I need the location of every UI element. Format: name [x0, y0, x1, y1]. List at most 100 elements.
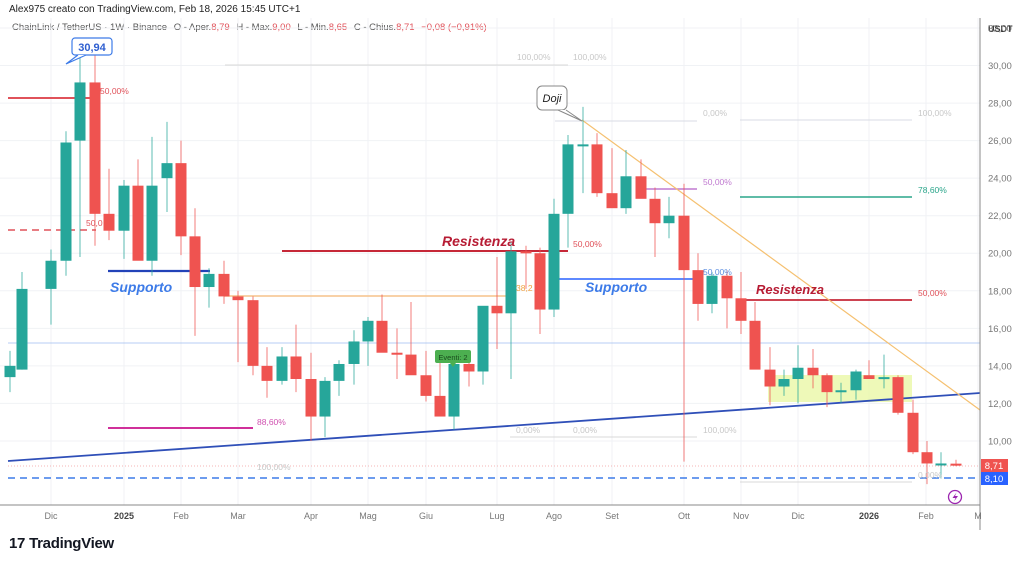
candle [792, 345, 804, 404]
candle [276, 347, 288, 385]
price-tick-label: 12,00 [988, 399, 1012, 410]
candle [132, 159, 144, 261]
tradingview-logo-text: TradingView [29, 535, 114, 552]
last-price-badge: 8,71 [981, 459, 1008, 472]
chart-credit: Alex975 creato con TradingView.com, Feb … [9, 4, 301, 15]
candle [778, 369, 790, 396]
candle [189, 208, 201, 336]
last-price-text: 8,71 [985, 461, 1004, 472]
candle [548, 198, 560, 318]
candle [319, 377, 331, 438]
candle [146, 136, 158, 276]
candle [290, 324, 302, 393]
fib-level-label: 0,00% [516, 425, 541, 435]
price-axis-ticks[interactable]: 32,00 30,00 28,00 26,00 24,00 22,00 20,00 18,00… [988, 24, 1012, 448]
price-tick-label: 18,00 [988, 286, 1012, 297]
candle [232, 290, 244, 363]
candle [420, 350, 432, 402]
candle [261, 347, 273, 398]
time-tick-label: Mag [359, 511, 377, 521]
price-tick-label: 30,00 [988, 61, 1012, 72]
fib-level-label: 78,60% [918, 185, 947, 195]
fib-level-label: 50,00% [573, 239, 602, 249]
fib-level-label: 0,00% [703, 108, 728, 118]
fib-level-label: 100,00% [517, 52, 551, 62]
candle [921, 440, 933, 485]
candle [74, 47, 86, 257]
chart-grid [0, 18, 980, 505]
candle [878, 354, 890, 389]
candle [534, 247, 546, 334]
time-tick-label: 2026 [859, 511, 879, 521]
price-axis-unit: USDT [988, 24, 1013, 34]
time-tick-label: Apr [304, 511, 318, 521]
descending-trendline [581, 119, 981, 411]
ascending-trendline [7, 392, 981, 462]
fib-labels-layer: 50,00% 50,0 100,00% 100,00% 0,00% 100,00% 50,0… [86, 52, 952, 480]
candle [505, 241, 517, 379]
candle [405, 302, 417, 376]
tradingview-logo[interactable]: 17 TradingView [9, 535, 114, 552]
candle [591, 133, 603, 197]
candle [348, 330, 360, 385]
candle [376, 294, 388, 353]
fib-level-label: 88,60% [257, 417, 286, 427]
time-tick-label: Dic [45, 511, 58, 521]
candle [692, 253, 704, 321]
candle [620, 150, 632, 214]
candle [175, 140, 187, 256]
events-badge-text: Eventi: 2 [438, 353, 467, 362]
candle [735, 272, 747, 334]
fib-level-label: 100,00% [573, 52, 607, 62]
level-text: 8,10 [985, 474, 1004, 485]
lightning-icon[interactable] [947, 489, 963, 505]
candle [4, 350, 16, 393]
price-tick-label: 28,00 [988, 99, 1012, 110]
candle [863, 360, 875, 379]
fib-level-label: 0,00% [918, 470, 943, 480]
candle [203, 268, 215, 308]
candle [103, 168, 115, 241]
candle [577, 106, 589, 194]
time-tick-label: M [974, 511, 982, 521]
price-chart[interactable]: 50,00% 50,0 100,00% 100,00% 0,00% 100,00% 50,0… [0, 0, 1024, 530]
candle [807, 348, 819, 389]
candle [448, 363, 460, 430]
candle [305, 352, 317, 441]
candle [16, 272, 28, 370]
fib-level-label: 50,0 [86, 218, 103, 228]
candles-layer [4, 47, 962, 485]
time-tick-label: Mar [230, 511, 246, 521]
fib-level-label: 50,00% [100, 86, 129, 96]
time-axis-labels[interactable]: Dic 2025 Feb Mar Apr Mag Giu Lug Ago Set Ott Nov Dic… [45, 511, 982, 521]
tradingview-logo-icon: 17 [9, 535, 26, 552]
fib-level-label: 100,00% [703, 425, 737, 435]
fib-level-label: 100,00% [918, 108, 952, 118]
events-badge[interactable]: Eventi: 2 [435, 350, 471, 367]
candle [606, 148, 618, 209]
price-tick-label: 22,00 [988, 211, 1012, 222]
fib-level-label: 0,00% [573, 425, 598, 435]
candle [333, 360, 345, 396]
candle [649, 187, 661, 257]
doji-callout[interactable]: Doji [536, 85, 583, 122]
candle [663, 196, 675, 239]
time-tick-label: Dic [792, 511, 805, 521]
price-tick-label: 20,00 [988, 249, 1012, 260]
time-tick-label: Lug [489, 511, 504, 521]
price-tick-label: 32,00 [988, 24, 1012, 35]
time-tick-label: Nov [733, 511, 750, 521]
candle [562, 134, 574, 248]
time-tick-label: Set [605, 511, 619, 521]
candle [391, 328, 403, 379]
candle [118, 180, 130, 259]
high-callout[interactable]: 30,94 [65, 37, 113, 65]
candle [45, 249, 57, 325]
price-tick-label: 10,00 [988, 436, 1012, 447]
fib-level-label: 100,00% [257, 462, 291, 472]
price-tick-label: 14,00 [988, 361, 1012, 372]
price-tick-label: 16,00 [988, 324, 1012, 335]
candle [520, 245, 532, 289]
price-tick-label: 24,00 [988, 174, 1012, 185]
candle [362, 317, 374, 366]
